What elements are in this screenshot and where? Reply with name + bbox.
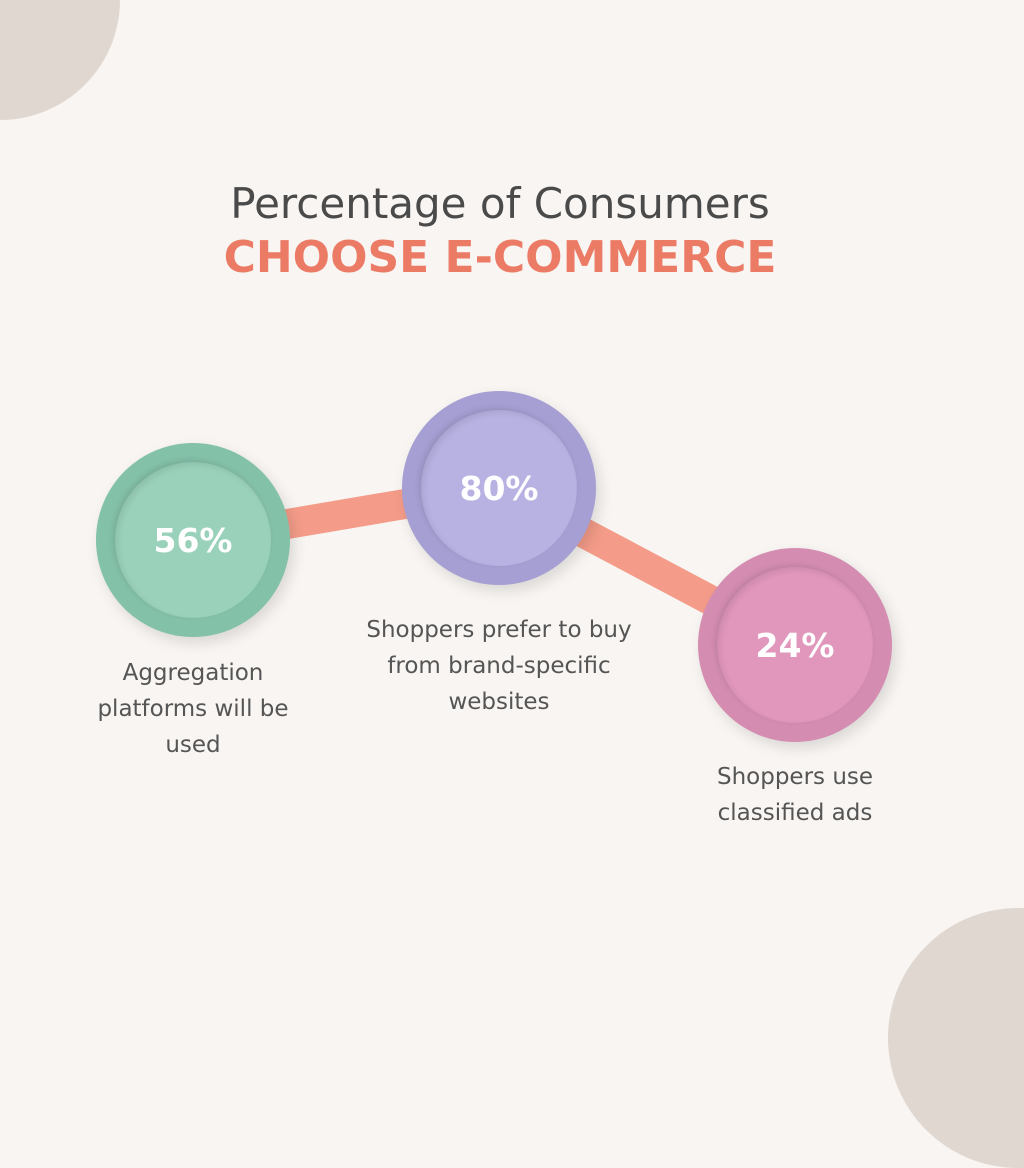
label-line: classified ads — [717, 800, 873, 826]
stat-circle-inner: 24% — [717, 567, 873, 723]
stat-circle-56: 56% — [96, 443, 290, 637]
label-line: Shoppers use — [716, 764, 874, 790]
stat-label-aggregation: Aggregation platforms will be used — [73, 655, 313, 763]
stat-label-classified-ads: Shoppers use classified ads — [685, 759, 905, 831]
label-line: Aggregation — [122, 660, 264, 686]
stat-circle-80: 80% — [402, 391, 596, 585]
label-line: from brand-specific — [387, 653, 611, 679]
stat-circle-inner: 56% — [115, 462, 271, 618]
title-highlight: CHOOSE E-COMMERCE — [223, 232, 777, 283]
title-block: Percentage of Consumers CHOOSE E-COMMERC… — [0, 176, 1000, 284]
label-line: websites — [448, 689, 550, 715]
stat-circle-24: 24% — [698, 548, 892, 742]
stat-label-brand-websites: Shoppers prefer to buy from brand-specif… — [339, 612, 659, 720]
title-heading: Percentage of Consumers — [230, 179, 770, 228]
label-line: platforms will be — [97, 696, 289, 722]
stat-circle-inner: 80% — [421, 410, 577, 566]
label-line: used — [165, 732, 221, 758]
stat-value: 24% — [755, 625, 835, 665]
label-line: Shoppers prefer to buy — [366, 617, 632, 643]
stat-value: 80% — [459, 468, 539, 508]
stat-value: 56% — [153, 520, 233, 560]
